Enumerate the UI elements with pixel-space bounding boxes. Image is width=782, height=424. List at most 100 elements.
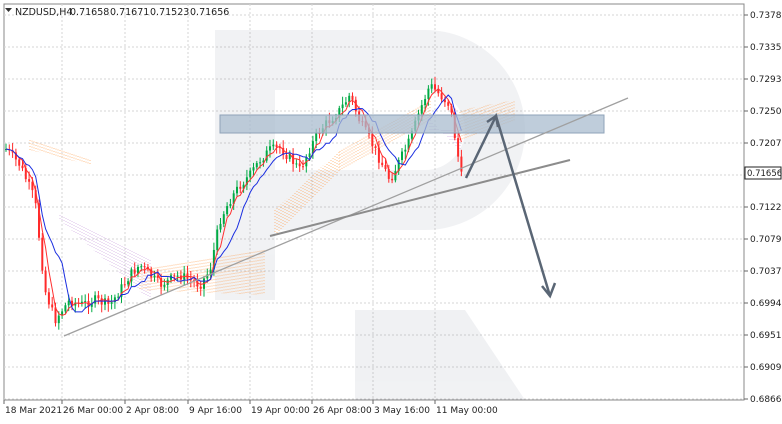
x-tick-label: 9 Apr 16:00	[189, 406, 242, 416]
candle-body	[156, 275, 159, 278]
candle-body	[176, 275, 179, 277]
candle-body	[311, 141, 314, 154]
candle-body	[374, 146, 377, 148]
candle-body	[308, 153, 311, 157]
candle-body	[275, 144, 278, 148]
ichimoku-lines	[5, 88, 462, 316]
candle-body	[51, 304, 54, 308]
candle-body	[212, 249, 215, 270]
candle-body	[272, 144, 275, 147]
candle-body	[239, 186, 242, 189]
candle-body	[410, 130, 413, 139]
candle-body	[384, 165, 387, 170]
plot-area[interactable]	[3, 3, 745, 401]
candle-body	[209, 269, 212, 275]
candle-body	[64, 305, 67, 312]
tenkan-line	[5, 88, 462, 316]
header-open: 0.71658	[70, 7, 109, 18]
current-price-label: 0.71656	[747, 169, 782, 179]
candle-body	[226, 206, 229, 215]
candle-body	[450, 105, 453, 113]
time-axis[interactable]: 18 Mar 2021 26 Mar 00:00 2 Apr 08:00 9 Apr …	[3, 400, 498, 416]
support-trendline[interactable]	[269, 159, 571, 237]
candle-body	[127, 281, 130, 285]
candle-body	[57, 315, 60, 324]
candle-body	[67, 300, 70, 306]
candle-body	[160, 277, 163, 287]
candle-body	[31, 181, 34, 191]
candle-body	[278, 147, 281, 149]
candle-body	[285, 155, 288, 159]
candle-body	[222, 214, 225, 224]
candle-body	[90, 303, 93, 307]
candle-body	[74, 302, 77, 306]
candle-body	[94, 295, 97, 304]
candle-body	[437, 89, 440, 94]
candle-body	[232, 193, 235, 204]
candle-body	[21, 165, 24, 169]
candle-body	[338, 108, 341, 118]
candle-body	[377, 147, 380, 163]
candle-body	[394, 171, 397, 181]
candle-body	[5, 149, 7, 151]
candle-body	[117, 296, 120, 298]
candle-body	[137, 266, 139, 274]
candle-body	[443, 99, 446, 103]
candle-body	[259, 162, 262, 164]
chart-header: NZDUSD,H4 0.71658 0.71671 0.71523 0.7165…	[5, 7, 229, 18]
candle-body	[255, 163, 258, 168]
x-tick-label: 3 May 16:00	[374, 406, 430, 416]
candle-body	[120, 284, 123, 297]
candle-body	[298, 163, 301, 167]
candle-body	[391, 178, 394, 181]
candle-body	[381, 162, 384, 166]
candle-body	[236, 186, 238, 194]
candle-body	[163, 284, 166, 287]
candle-body	[404, 149, 407, 152]
kijun-line	[5, 94, 462, 313]
candle-body	[440, 93, 443, 100]
candle-body	[245, 177, 248, 185]
candle-body	[18, 159, 21, 166]
candle-body	[38, 203, 40, 238]
candle-body	[130, 269, 133, 282]
candle-body	[387, 169, 390, 179]
candle-body	[219, 223, 222, 230]
candle-body	[344, 102, 347, 105]
candle-body	[351, 95, 354, 100]
candle-body	[47, 292, 50, 305]
candle-body	[354, 99, 357, 112]
collapse-triangle-icon[interactable]	[5, 8, 12, 12]
header-close: 0.71656	[190, 7, 229, 18]
candle-body	[24, 168, 27, 180]
forecast-arrows[interactable]	[464, 112, 557, 299]
candle-body	[282, 147, 285, 156]
candle-body	[54, 307, 57, 324]
x-tick-label: 11 May 00:00	[436, 406, 498, 416]
candle-body	[110, 302, 113, 304]
candle-body	[143, 266, 146, 268]
candle-body	[430, 84, 433, 89]
resistance-zone[interactable]	[219, 114, 605, 134]
candle-body	[34, 190, 37, 204]
candle-body	[262, 160, 265, 163]
candle-body	[318, 133, 321, 135]
candle-body	[371, 134, 374, 147]
candle-body	[199, 286, 202, 289]
candle-body	[341, 104, 344, 109]
candle-body	[265, 150, 268, 161]
header-low: 0.71523	[150, 7, 189, 18]
candle-body	[173, 275, 176, 277]
candle-body	[348, 95, 351, 103]
candle-body	[315, 133, 318, 142]
